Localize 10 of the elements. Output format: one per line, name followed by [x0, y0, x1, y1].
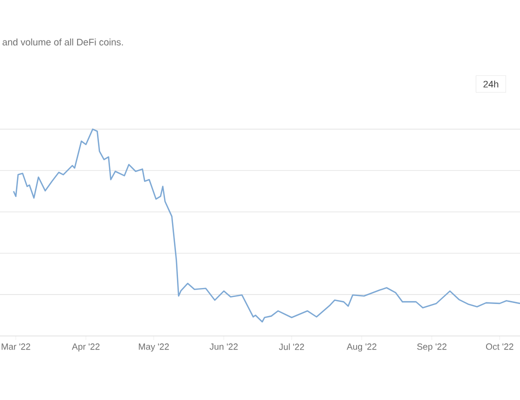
x-tick-label: Aug '22: [346, 343, 376, 352]
text: 24h: [483, 80, 498, 88]
x-tick-label: Jul '22: [278, 343, 304, 350]
x-tick-label: Jun '22: [210, 343, 238, 350]
x-tick-label: May '22: [138, 343, 169, 352]
x-tick-label: Apr '22: [72, 343, 100, 352]
x-tick-label: Sep '22: [417, 343, 446, 352]
x-tick-label: Oct '22: [486, 343, 514, 350]
chart-subtitle: and volume of all DeFi coins.: [2, 38, 123, 46]
x-tick-label: Mar '22: [2, 343, 30, 350]
